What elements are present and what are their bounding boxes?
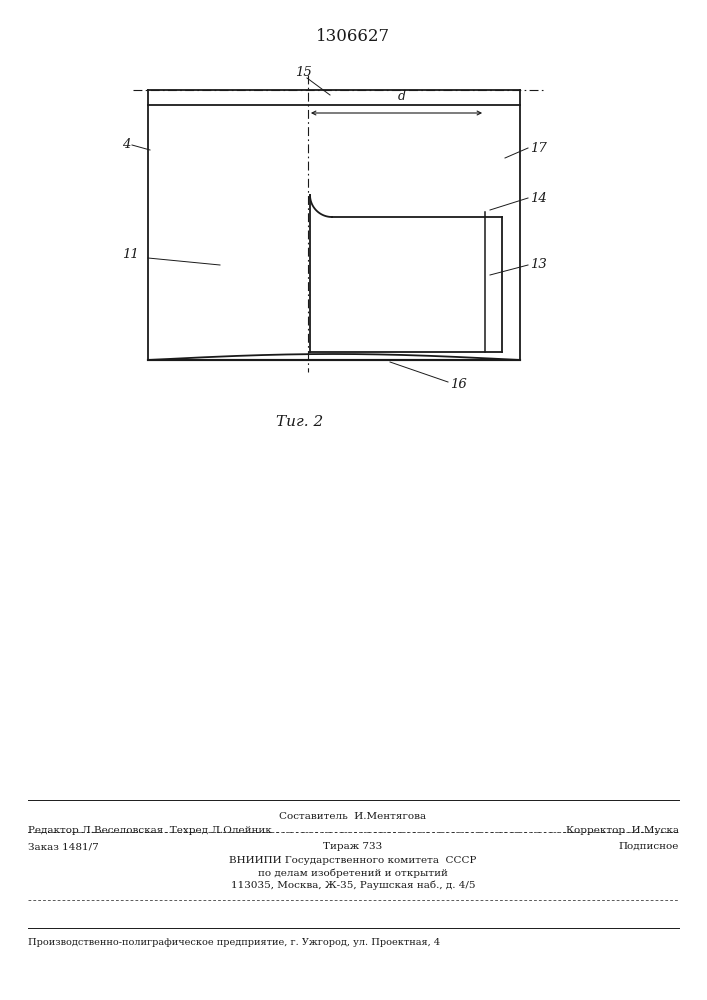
Text: 15: 15 <box>295 66 312 79</box>
Text: Корректор  И.Муска: Корректор И.Муска <box>566 826 679 835</box>
Text: 16: 16 <box>450 378 467 391</box>
Text: Тираж 733: Тираж 733 <box>323 842 382 851</box>
Text: 4: 4 <box>122 138 130 151</box>
Text: 1306627: 1306627 <box>316 28 390 45</box>
Text: Τиг. 2: Τиг. 2 <box>276 415 324 429</box>
Text: 14: 14 <box>530 192 547 205</box>
Text: Составитель  И.Ментягова: Составитель И.Ментягова <box>279 812 426 821</box>
Text: по делам изобретений и открытий: по делам изобретений и открытий <box>258 868 448 878</box>
Text: 13: 13 <box>530 258 547 271</box>
Text: Заказ 1481/7: Заказ 1481/7 <box>28 842 99 851</box>
Text: d: d <box>397 90 406 103</box>
Text: 11: 11 <box>122 248 139 261</box>
Text: Редактор Л.Веселовская  Техред Л.Олейник: Редактор Л.Веселовская Техред Л.Олейник <box>28 826 271 835</box>
Text: Подписное: Подписное <box>619 842 679 851</box>
Text: ВНИИПИ Государственного комитета  СССР: ВНИИПИ Государственного комитета СССР <box>229 856 477 865</box>
Text: 17: 17 <box>530 141 547 154</box>
Text: 113035, Москва, Ж-35, Раушская наб., д. 4/5: 113035, Москва, Ж-35, Раушская наб., д. … <box>230 880 475 890</box>
Text: Производственно-полиграфическое предприятие, г. Ужгород, ул. Проектная, 4: Производственно-полиграфическое предприя… <box>28 938 440 947</box>
